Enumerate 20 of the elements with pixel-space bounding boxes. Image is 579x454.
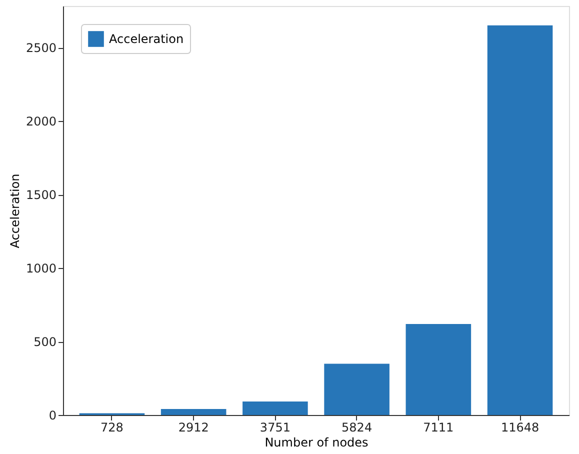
bar <box>406 324 472 415</box>
bar <box>487 25 553 415</box>
y-axis-title: Acceleration <box>8 174 22 248</box>
x-tick-label: 728 <box>100 420 124 434</box>
y-tick-label: 0 <box>48 408 56 422</box>
y-tick-label: 1500 <box>26 188 56 202</box>
x-tick-label: 5824 <box>342 420 372 434</box>
bar <box>324 364 390 415</box>
y-tick-label: 500 <box>34 335 56 350</box>
bar <box>160 408 226 415</box>
x-tick-label: 3751 <box>260 420 290 434</box>
x-tick-label: 7111 <box>423 420 454 434</box>
legend-label: Acceleration <box>109 32 184 46</box>
bar <box>242 401 308 415</box>
y-tick-label: 1000 <box>26 262 56 276</box>
y-tick-label: 2000 <box>26 114 56 129</box>
y-tick-label: 2500 <box>26 41 56 56</box>
x-tick-label: 11648 <box>500 420 540 434</box>
x-axis-title: Number of nodes <box>264 436 368 450</box>
x-tick-label: 2912 <box>178 420 209 434</box>
